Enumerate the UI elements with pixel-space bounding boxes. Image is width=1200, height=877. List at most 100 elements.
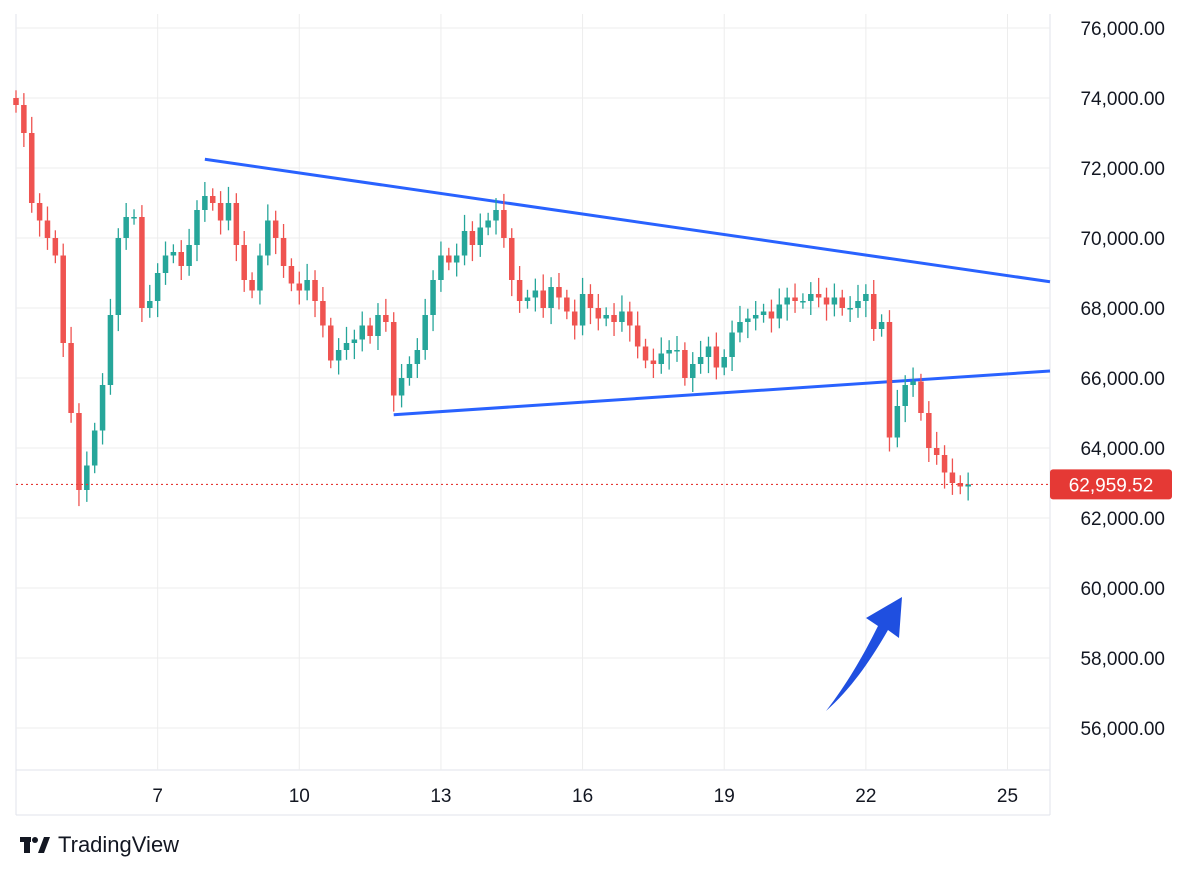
- candle[interactable]: [658, 337, 665, 374]
- candle[interactable]: [682, 342, 688, 386]
- candle[interactable]: [461, 214, 468, 266]
- candle[interactable]: [438, 241, 444, 292]
- candle[interactable]: [375, 303, 381, 350]
- candle[interactable]: [941, 445, 948, 489]
- candle[interactable]: [265, 204, 271, 266]
- candle[interactable]: [524, 289, 531, 309]
- candle[interactable]: [516, 266, 523, 313]
- candle[interactable]: [91, 422, 98, 474]
- candle[interactable]: [296, 271, 303, 305]
- candle[interactable]: [351, 329, 358, 360]
- candle[interactable]: [768, 299, 775, 333]
- candle[interactable]: [115, 228, 122, 332]
- candle[interactable]: [918, 373, 924, 421]
- candle[interactable]: [713, 332, 720, 380]
- candle[interactable]: [650, 348, 657, 378]
- candle[interactable]: [697, 340, 704, 374]
- candle[interactable]: [910, 367, 916, 397]
- candle[interactable]: [737, 305, 743, 343]
- candle[interactable]: [36, 193, 43, 237]
- candle[interactable]: [430, 270, 436, 332]
- candle[interactable]: [335, 338, 342, 375]
- candle[interactable]: [469, 221, 476, 262]
- candle[interactable]: [965, 472, 971, 501]
- candle[interactable]: [131, 209, 137, 225]
- candle[interactable]: [705, 336, 712, 374]
- candle[interactable]: [453, 243, 460, 277]
- candle[interactable]: [808, 282, 814, 315]
- candle[interactable]: [619, 295, 625, 332]
- candle[interactable]: [823, 287, 830, 321]
- candle[interactable]: [627, 301, 633, 342]
- candle[interactable]: [957, 475, 964, 495]
- candle[interactable]: [508, 228, 515, 297]
- candle[interactable]: [202, 182, 208, 222]
- candle[interactable]: [926, 401, 932, 462]
- candle[interactable]: [493, 198, 499, 235]
- candle[interactable]: [162, 241, 169, 285]
- candle[interactable]: [320, 287, 326, 338]
- up-arrow-annotation[interactable]: [826, 597, 902, 711]
- candle[interactable]: [68, 326, 74, 423]
- candle[interactable]: [288, 258, 295, 292]
- candle[interactable]: [642, 338, 649, 369]
- candle[interactable]: [343, 326, 350, 360]
- time-axis[interactable]: 7 10 13 16 19 22 25: [152, 786, 1018, 807]
- candle[interactable]: [60, 243, 66, 357]
- candle[interactable]: [689, 352, 696, 392]
- candle[interactable]: [855, 284, 861, 318]
- candle[interactable]: [107, 298, 114, 395]
- candle[interactable]: [272, 210, 279, 255]
- candle[interactable]: [894, 389, 901, 448]
- candle[interactable]: [729, 320, 735, 371]
- candle[interactable]: [501, 193, 507, 248]
- candle[interactable]: [760, 303, 767, 323]
- candle[interactable]: [902, 375, 908, 423]
- candle[interactable]: [776, 288, 783, 329]
- candle[interactable]: [532, 278, 539, 312]
- candle[interactable]: [446, 247, 452, 271]
- candle[interactable]: [21, 93, 27, 147]
- candle[interactable]: [595, 294, 602, 331]
- candle[interactable]: [847, 296, 853, 322]
- candle[interactable]: [241, 231, 247, 292]
- candle[interactable]: [831, 283, 838, 317]
- candle[interactable]: [367, 317, 373, 344]
- candle[interactable]: [839, 289, 846, 316]
- arrow-icon[interactable]: [826, 597, 902, 711]
- candle[interactable]: [571, 299, 578, 340]
- candle[interactable]: [194, 200, 200, 262]
- candle[interactable]: [147, 284, 153, 318]
- candle[interactable]: [170, 244, 177, 264]
- candle[interactable]: [540, 274, 546, 318]
- candle[interactable]: [139, 205, 145, 322]
- candle[interactable]: [398, 364, 405, 408]
- candle[interactable]: [603, 307, 609, 327]
- candle[interactable]: [721, 349, 727, 376]
- candle[interactable]: [44, 206, 51, 250]
- candle[interactable]: [52, 230, 59, 264]
- candle[interactable]: [154, 263, 161, 318]
- candle[interactable]: [422, 298, 428, 360]
- candle[interactable]: [611, 303, 617, 336]
- candle[interactable]: [579, 277, 586, 336]
- candle[interactable]: [328, 317, 334, 369]
- candle[interactable]: [870, 280, 877, 341]
- candle[interactable]: [414, 338, 421, 378]
- upper-trendline[interactable]: [204, 157, 1051, 284]
- candle[interactable]: [13, 90, 19, 113]
- candle[interactable]: [406, 356, 413, 386]
- candle[interactable]: [217, 191, 224, 235]
- candle[interactable]: [634, 311, 641, 359]
- candle[interactable]: [878, 314, 885, 337]
- price-axis[interactable]: 76,000.00 74,000.00 72,000.00 70,000.00 68,0…: [1080, 19, 1165, 740]
- candle[interactable]: [587, 284, 594, 325]
- candle[interactable]: [815, 277, 822, 308]
- candle[interactable]: [312, 270, 318, 318]
- candle[interactable]: [863, 284, 869, 318]
- candle[interactable]: [886, 310, 893, 452]
- lower-trendline[interactable]: [393, 369, 1051, 417]
- candle[interactable]: [564, 289, 570, 320]
- candle[interactable]: [800, 293, 806, 309]
- candle[interactable]: [752, 301, 759, 331]
